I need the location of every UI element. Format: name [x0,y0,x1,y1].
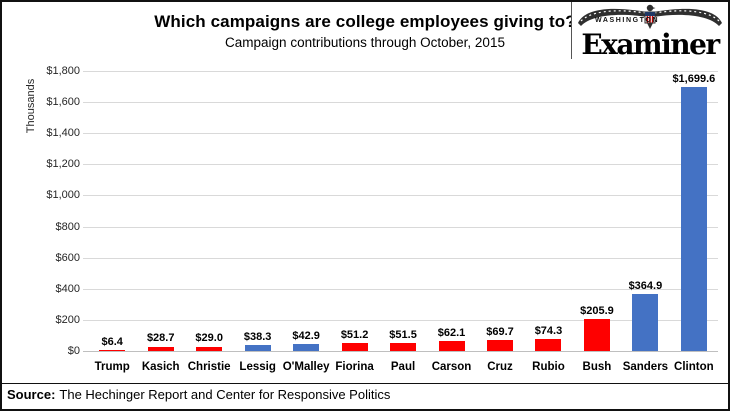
plot-area: $6.4 $28.7 $29.0 $38.3 $42.9 $51.2 $51.5 $62.1 $… [83,71,718,352]
bar [535,339,562,351]
x-axis-label: Cruz [487,361,513,373]
bar-value-label: $74.3 [534,325,563,338]
bar-cell-sanders: $364.9 [621,71,669,351]
bar-cell-paul: $51.5 [379,71,427,351]
bar-value-label: $1,699.6 [672,72,716,85]
bar-cell-carson: $62.1 [427,71,475,351]
bar-cell-rubio: $74.3 [524,71,572,351]
bar [196,346,223,351]
bar [341,343,368,351]
bar [244,345,271,351]
source-text: The Hechinger Report and Center for Resp… [59,387,391,402]
y-tick-label: $400 [55,282,80,295]
bar-cell-clinton: $1,699.6 [670,71,718,351]
bar [632,294,659,351]
x-axis-label: O'Malley [282,361,330,373]
y-tick-label: $1,600 [46,96,80,109]
x-axis-label: Kasich [141,361,180,373]
bar [438,341,465,351]
logo-washington-text: WASHINGTON [595,17,660,24]
bar-cell-kasich: $28.7 [136,71,184,351]
x-axis-label: Fiorina [335,361,374,373]
bar-value-label: $51.2 [340,328,369,341]
bars: $6.4 $28.7 $29.0 $38.3 $42.9 $51.2 $51.5 $62.1 $… [88,71,718,351]
gridline [83,102,718,104]
y-tick-label: $1,800 [46,65,80,77]
x-axis-label: Carson [431,361,472,373]
chart-title: Which campaigns are college employees gi… [154,12,576,31]
y-tick-label: $200 [55,313,80,326]
bar-cell-cruz: $69.7 [476,71,524,351]
bar-value-label: $364.9 [628,280,663,293]
washington-examiner-logo: WASHINGTON Examiner [571,2,728,59]
bar [147,346,174,351]
chart-subtitle: Campaign contributions through October, … [225,35,505,50]
bar [486,340,513,351]
source-label: Source: [7,387,56,402]
y-tick-label: $1,400 [46,127,80,140]
x-axis-label: Rubio [532,361,565,373]
y-tick-label: $800 [55,220,80,233]
bar [390,343,417,351]
bar-value-label: $205.9 [580,304,614,317]
bar-cell-christie: $29.0 [185,71,233,351]
gridline [83,71,718,72]
bar-cell-bush: $205.9 [573,71,621,351]
bar-value-label: $29.0 [195,332,223,345]
bar-cell-omalley: $42.9 [282,71,330,351]
gridline [83,257,718,259]
gridline [83,133,718,135]
source-bar: Source: The Hechinger Report and Center f… [2,383,728,409]
bar-value-label: $38.3 [243,330,272,343]
gridline [83,164,718,166]
logo-examiner-text: Examiner [581,28,720,61]
gridline [83,195,718,197]
bar [583,318,610,351]
bar-value-label: $51.5 [389,328,417,341]
y-tick-label: $0 [67,345,80,357]
bar-cell-lessig: $38.3 [233,71,281,351]
bar-cell-trump: $6.4 [88,71,136,351]
bar-value-label: $69.7 [486,326,514,339]
bar-cell-fiorina: $51.2 [330,71,378,351]
bar-value-label: $6.4 [101,335,123,348]
bar [99,350,126,351]
tick-stub [83,351,88,352]
gridline [83,226,718,228]
y-tick-label: $1,200 [46,158,80,171]
gridline [83,319,718,321]
eagle-icon [574,3,726,35]
x-axis-label: Lessig [239,361,276,373]
bar-value-label: $62.1 [437,327,466,340]
x-axis-labels: Trump Kasich Christie Lessig O'Malley Fiorina… [88,361,718,374]
x-axis-label: Trump [94,361,130,373]
x-axis-label: Clinton [674,361,714,373]
bar-value-label: $42.9 [292,330,320,343]
y-tick-label: $600 [55,251,80,264]
y-tick-label: $1,000 [46,189,80,202]
x-axis-label: Paul [390,361,416,373]
y-axis-tick-labels: $0 $200 $400 $600 $800 $1,000 $1,200 $1,400 $1,6… [2,65,82,357]
x-axis-label: Christie [187,361,231,373]
x-axis-label: Sanders [622,361,669,373]
bar [293,344,320,351]
gridline [83,288,718,290]
bar [680,86,707,351]
x-axis-label: Bush [582,361,612,373]
bar-value-label: $28.7 [146,332,175,345]
